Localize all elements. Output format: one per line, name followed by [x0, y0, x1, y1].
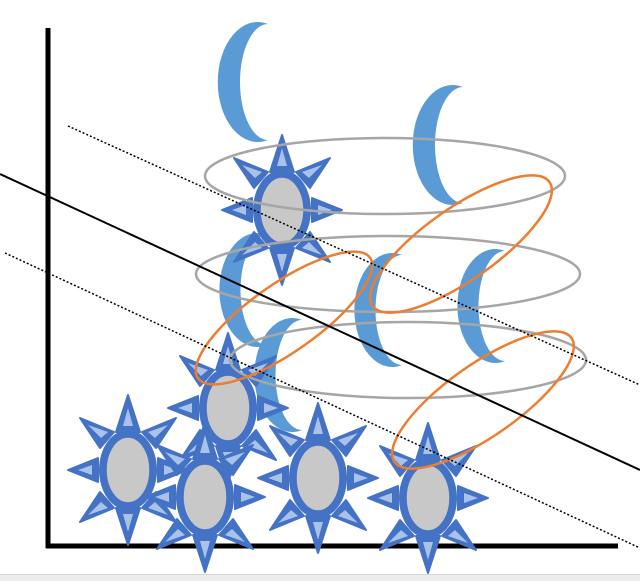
bottom-edge-strip: [0, 574, 640, 581]
decision-boundary-line: [0, 173, 640, 471]
sun-icon: [67, 394, 189, 546]
margin-line-lower: [4, 252, 640, 549]
moon-icon: [412, 85, 463, 206]
orange-ring-ellipse: [194, 250, 374, 386]
moon-icon: [217, 22, 268, 143]
gray-ring-ellipse: [203, 136, 567, 216]
margin-line-upper: [67, 125, 640, 386]
gray-ring-ellipse: [194, 234, 582, 314]
orange-ring-ellipse: [368, 174, 554, 314]
sun-icon: [367, 422, 489, 574]
orange-ring-ellipse: [390, 330, 576, 470]
